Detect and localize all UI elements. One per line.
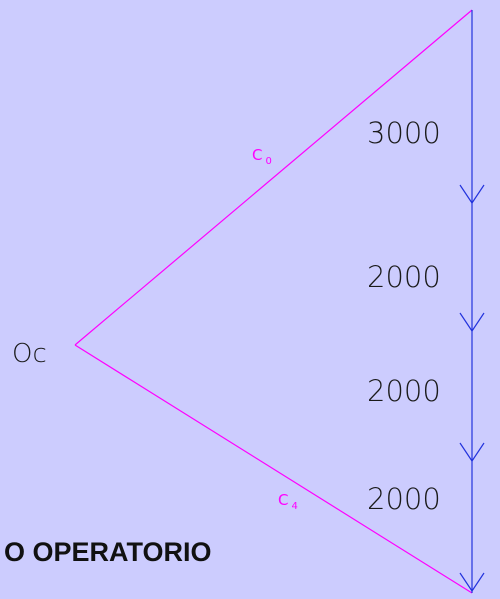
ray-name: C <box>252 146 262 164</box>
arrowheads <box>459 184 485 593</box>
segment-label: 3000 <box>367 116 441 150</box>
ray-name: C <box>278 491 288 509</box>
ray-sub: 4 <box>291 501 297 512</box>
origin-label: Oc <box>12 339 47 369</box>
segment-label: 2000 <box>367 482 441 516</box>
ray-sub: 0 <box>265 156 271 167</box>
arrowhead <box>459 572 485 593</box>
ray-c4 <box>74 344 473 594</box>
segment-label: 2000 <box>367 374 441 408</box>
arrowhead <box>459 312 485 333</box>
ray-c0 <box>74 9 473 346</box>
segment-label: 2000 <box>367 260 441 294</box>
arrowhead <box>459 442 485 463</box>
footer-title: O OPERATORIO <box>4 537 212 567</box>
arrowhead <box>459 184 485 205</box>
